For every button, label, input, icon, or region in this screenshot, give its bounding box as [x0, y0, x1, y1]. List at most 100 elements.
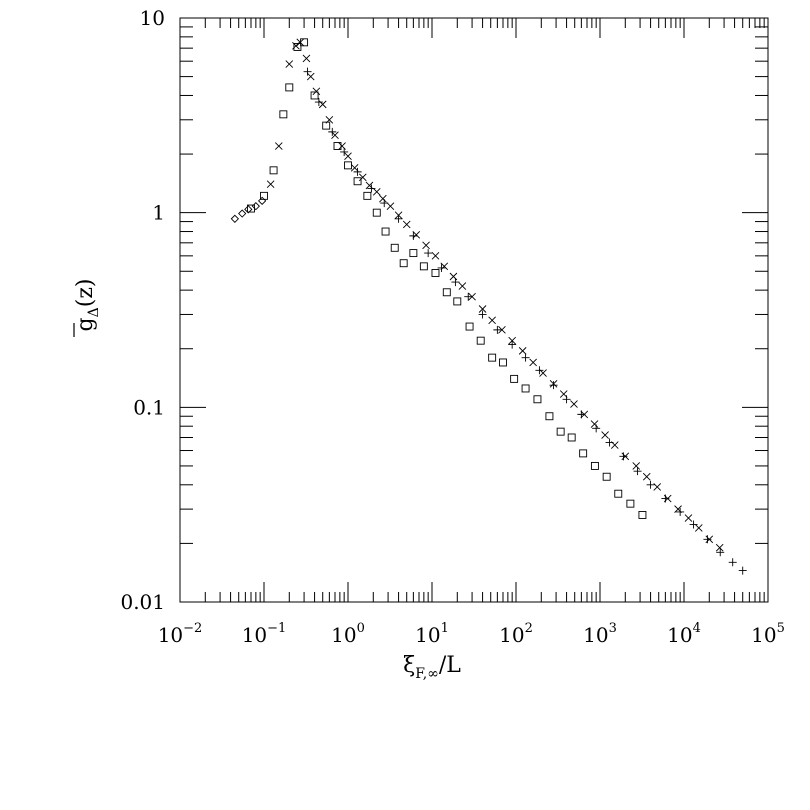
data-point-plus [328, 127, 337, 136]
data-point-square [279, 110, 288, 119]
data-point-diamond [238, 209, 247, 218]
data-point-cross [653, 483, 662, 491]
data-point-cross [266, 180, 275, 189]
data-point-square [322, 121, 331, 130]
data-point-plus [394, 214, 403, 223]
data-point-square [488, 353, 497, 362]
data-point-cross [379, 194, 387, 203]
x-tick-label: 100 [331, 621, 365, 647]
data-point-plus [451, 278, 460, 287]
data-point-plus [409, 231, 418, 240]
data-point-square [381, 227, 390, 236]
data-point-plus [738, 566, 747, 575]
data-point-cross [285, 60, 294, 68]
y-tick-label: 10 [140, 6, 165, 30]
x-tick-label: 103 [583, 621, 617, 647]
data-point-diamond [251, 202, 260, 211]
data-point-square [638, 511, 647, 519]
data-point-cross [529, 358, 537, 367]
y-tick-label: 0.01 [120, 590, 165, 614]
data-point-cross [344, 152, 352, 161]
data-point-cross [372, 187, 381, 196]
data-point-plus [562, 395, 571, 404]
data-point-cross [296, 38, 305, 47]
data-point-plus [716, 548, 725, 557]
data-point-square [533, 395, 542, 404]
data-point-cross [431, 252, 440, 260]
data-point-cross [488, 316, 496, 325]
data-point-plus [493, 325, 502, 334]
plot-border [179, 17, 769, 603]
data-point-square [602, 472, 611, 481]
data-point-plus [619, 452, 628, 461]
data-point-square [344, 161, 352, 170]
data-point-cross [642, 472, 651, 481]
data-point-plus [549, 381, 558, 390]
data-point-plus [661, 494, 670, 503]
data-point-plus [676, 507, 685, 516]
data-point-cross [601, 431, 609, 439]
data-point-cross [386, 202, 395, 210]
data-point-cross [715, 543, 724, 552]
data-point-cross [365, 181, 374, 190]
data-point-square [545, 412, 554, 421]
data-point-square [510, 374, 519, 383]
data-point-diamond [257, 196, 267, 205]
data-point-cross [412, 230, 421, 239]
x-axis-label: ξF,∞/L [403, 653, 461, 682]
data-point-plus [592, 424, 601, 433]
data-point-plus [577, 410, 586, 419]
data-point-cross [302, 54, 311, 63]
data-point-square [614, 489, 623, 498]
data-point-square [353, 177, 362, 186]
data-point-plus [437, 263, 446, 272]
data-point-plus [464, 292, 473, 301]
data-point-plus [303, 67, 312, 76]
data-point-cross [312, 87, 321, 96]
data-point-cross [350, 163, 359, 172]
data-point-square [579, 449, 588, 458]
data-point-plus [508, 340, 517, 349]
data-point-square [567, 433, 576, 442]
data-point-square [333, 142, 342, 150]
data-point-cross [684, 514, 693, 522]
data-point-plus [478, 310, 487, 319]
data-point-cross [498, 326, 506, 334]
x-tick-label: 10−1 [242, 621, 287, 647]
data-point-square [626, 499, 635, 508]
data-point-square [442, 288, 451, 297]
data-point-cross [306, 72, 315, 81]
data-point-square [556, 427, 565, 436]
data-point-cross [274, 142, 283, 150]
svg-text:gΔ(z): gΔ(z) [73, 279, 102, 332]
data-point-square [399, 259, 408, 268]
data-point-square [453, 297, 462, 306]
data-point-cross [325, 115, 334, 124]
data-point-plus [689, 520, 698, 529]
data-point-cross [694, 524, 703, 532]
data-point-cross [518, 347, 527, 355]
data-point-cross [402, 220, 411, 229]
data-point-plus [367, 184, 376, 193]
plot-frame [179, 17, 769, 603]
data-point-plus [728, 558, 737, 567]
data-point-cross [449, 272, 458, 281]
data-point-square [409, 249, 418, 258]
x-tick-label: 10−2 [158, 621, 203, 647]
data-point-square [390, 243, 399, 252]
data-point-plus [380, 199, 389, 208]
data-point-square [363, 191, 372, 200]
data-point-cross [292, 41, 300, 50]
data-point-square [293, 43, 302, 51]
data-point-cross [570, 400, 578, 408]
data-point-cross [358, 173, 367, 182]
data-point-cross [559, 390, 568, 398]
tick-labels: 10−2 10−1 100 101 102 103 104 105 0.01 0.1 1 10 [120, 6, 784, 647]
data-point-square [499, 358, 507, 367]
data-point-plus [703, 535, 712, 544]
data-points [230, 38, 747, 575]
data-point-plus [535, 366, 544, 375]
y-tick-label: 0.1 [133, 395, 165, 419]
data-point-cross [422, 241, 430, 250]
